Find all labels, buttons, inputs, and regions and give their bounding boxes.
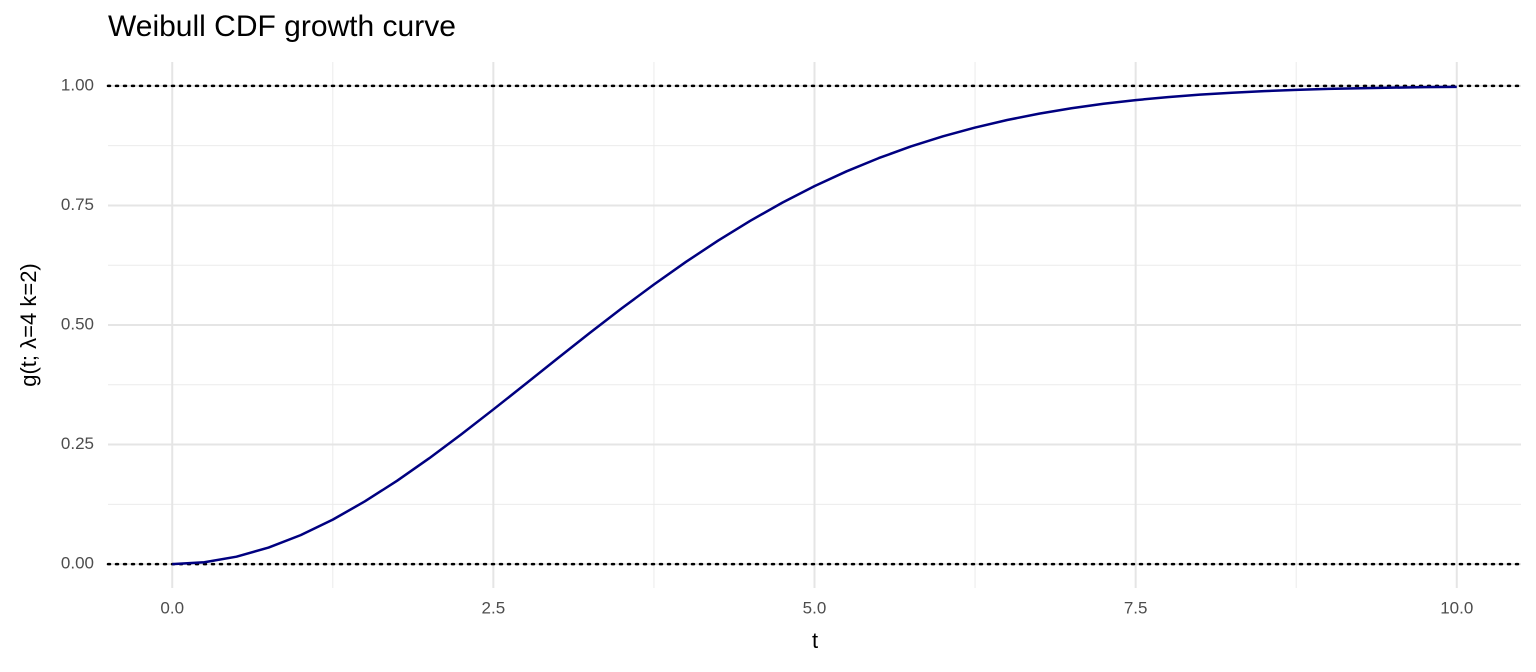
x-axis-title: t <box>812 628 818 653</box>
y-axis-title: g(t; λ=4 k=2) <box>16 263 41 387</box>
y-tick-label: 0.00 <box>61 554 94 573</box>
y-tick-label: 0.25 <box>61 434 94 453</box>
y-tick-label: 0.75 <box>61 195 94 214</box>
x-tick-label: 7.5 <box>1124 598 1148 617</box>
line-series <box>172 85 1457 566</box>
x-tick-label: 5.0 <box>803 598 827 617</box>
x-tick-label: 0.0 <box>160 598 184 617</box>
y-tick-label: 0.50 <box>61 314 94 333</box>
chart-title: Weibull CDF growth curve <box>108 10 456 43</box>
x-tick-label: 10.0 <box>1440 598 1473 617</box>
x-tick-label: 2.5 <box>482 598 506 617</box>
y-tick-label: 1.00 <box>61 75 94 94</box>
